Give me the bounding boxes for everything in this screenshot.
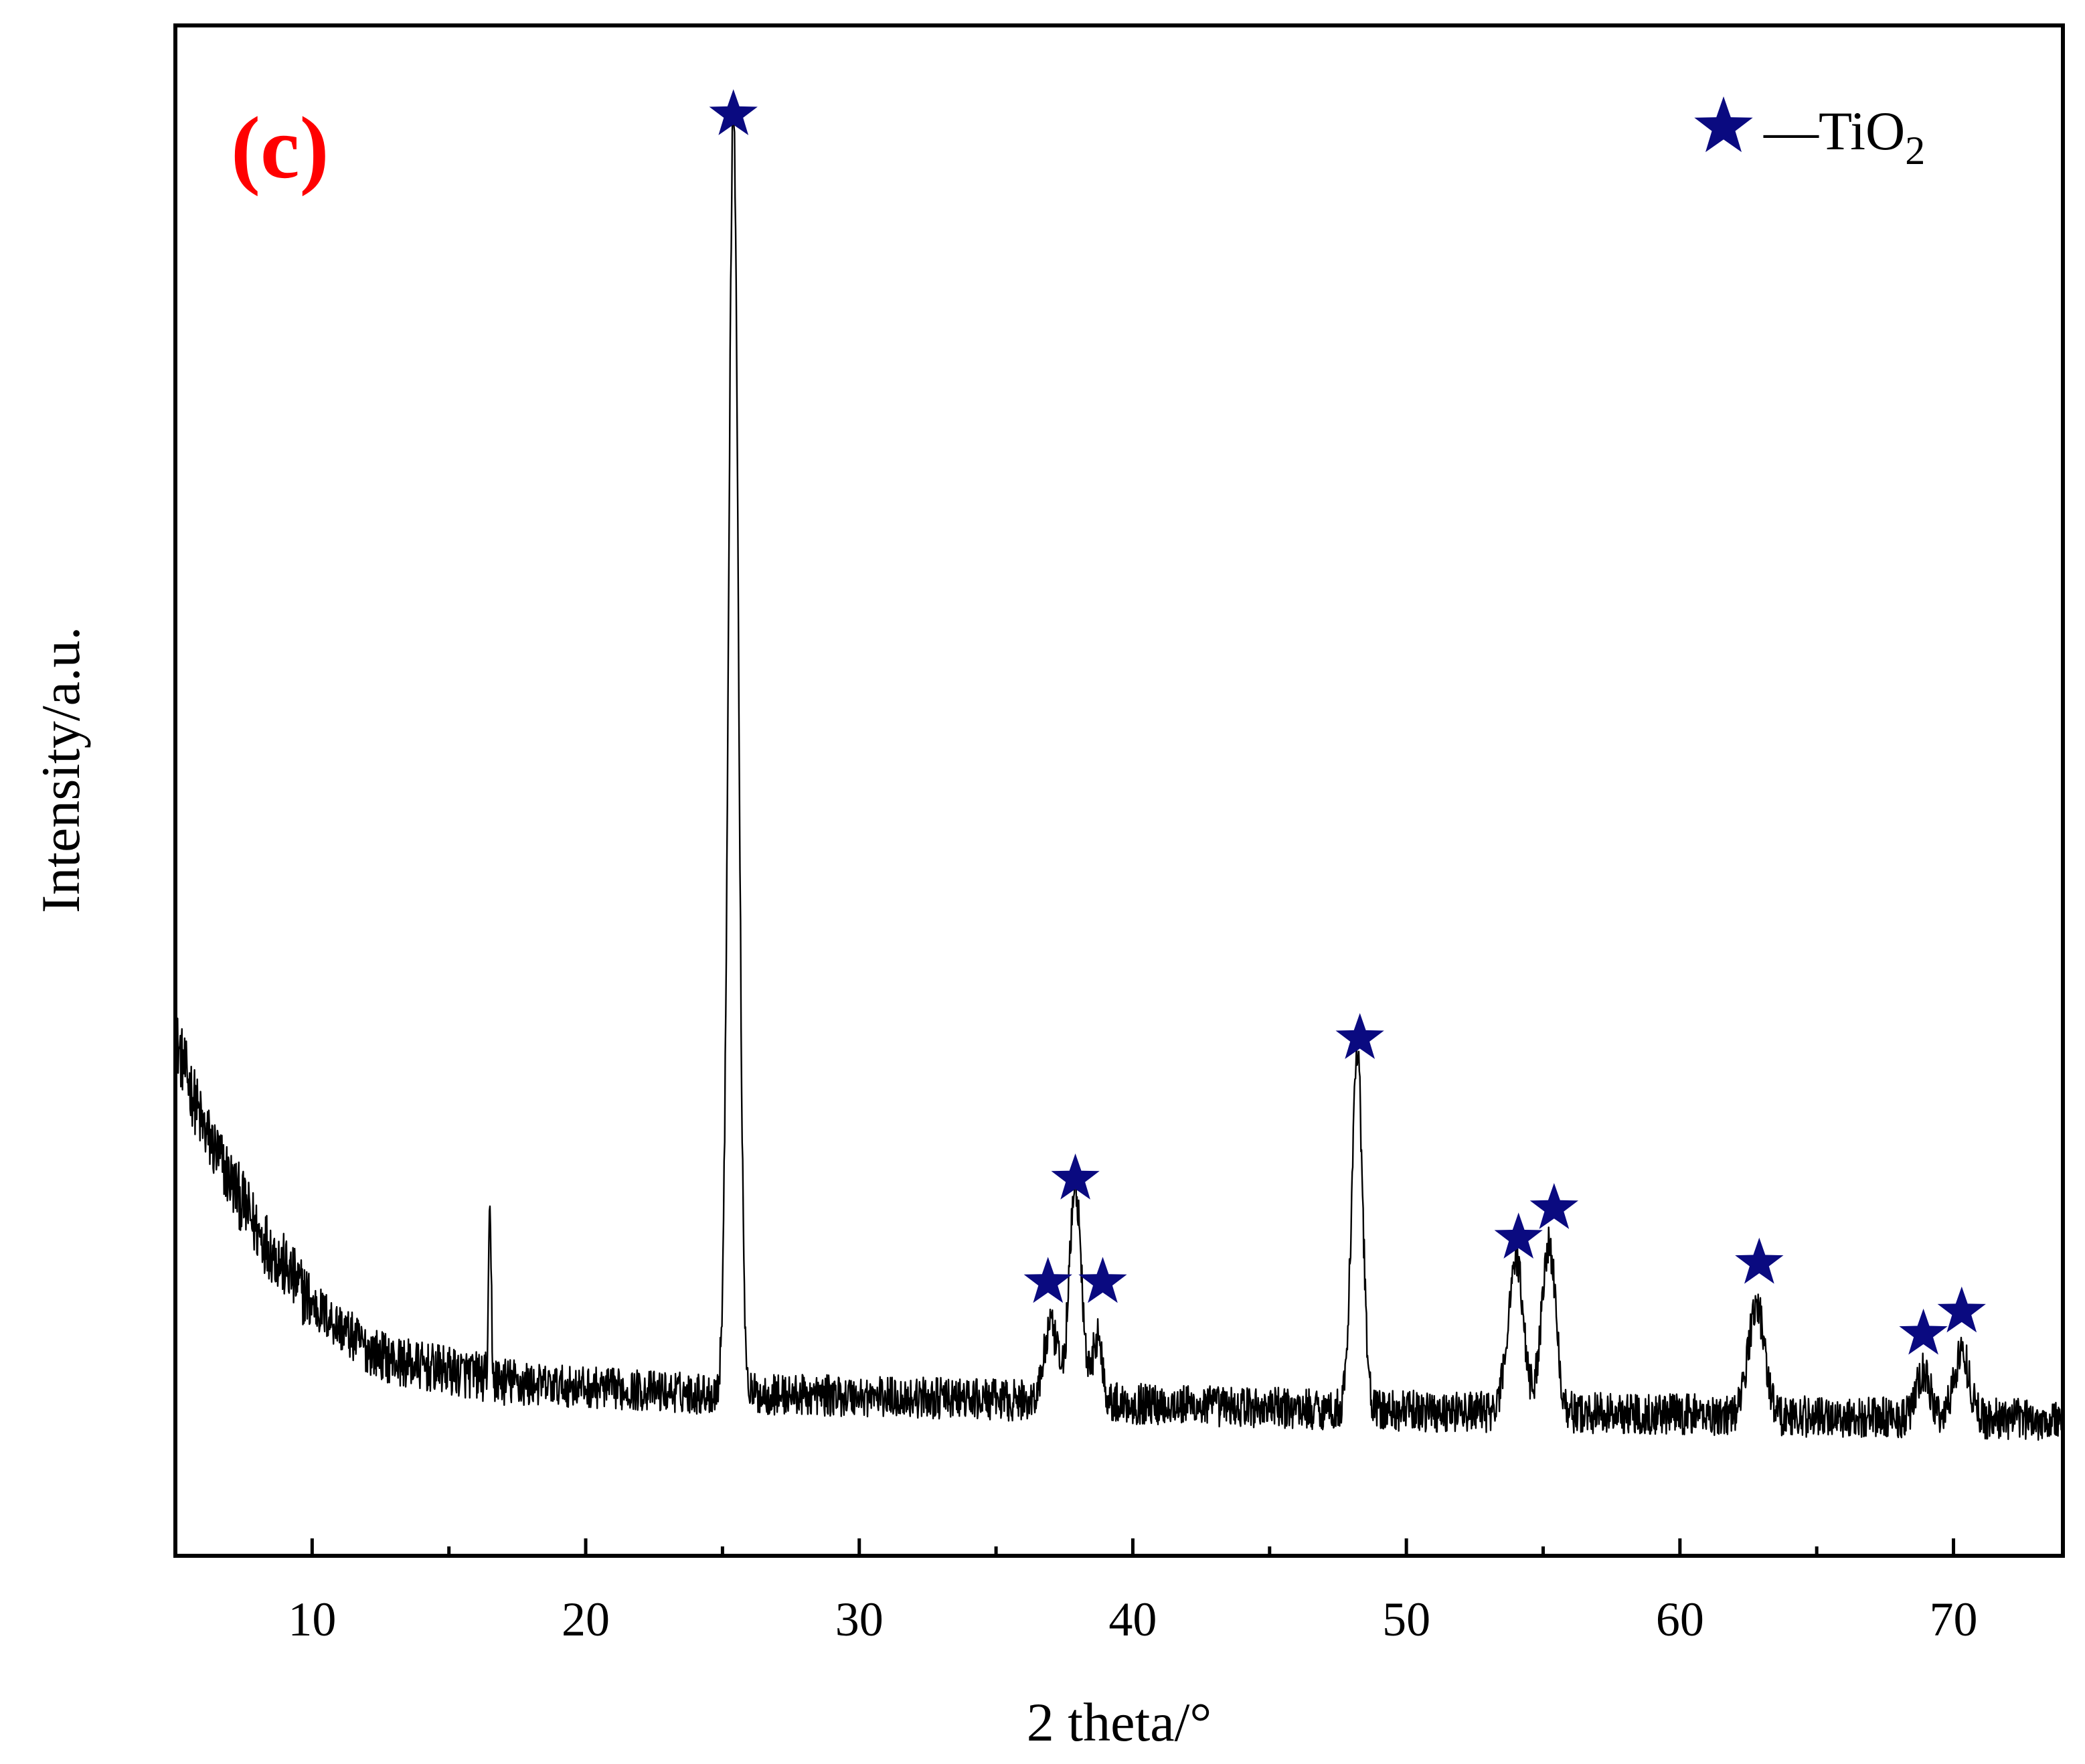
star-icon <box>1023 1257 1072 1303</box>
star-icon <box>1529 1183 1578 1229</box>
plot-frame <box>173 23 2065 1558</box>
x-tick-label: 50 <box>1382 1593 1430 1646</box>
x-tick-label: 60 <box>1656 1593 1704 1646</box>
legend-label-main: —TiO <box>1763 100 1905 161</box>
star-icon <box>1335 1013 1384 1059</box>
star-icon <box>1494 1212 1543 1259</box>
x-tick-label: 20 <box>562 1593 610 1646</box>
x-axis-tick-labels: 10 20 30 40 50 60 70 <box>288 1593 1977 1646</box>
legend: —TiO2 <box>1694 96 1925 173</box>
series-layer <box>174 107 2064 1441</box>
legend-label-subscript: 2 <box>1905 129 1925 173</box>
x-axis-ticks <box>310 1538 1956 1556</box>
x-tick-label: 30 <box>835 1593 884 1646</box>
star-icon <box>1937 1286 1986 1333</box>
x-axis-title: 2 theta/° <box>1027 1692 1212 1753</box>
y-axis-title: Intensity/a.u. <box>30 627 91 913</box>
star-icon <box>1051 1153 1100 1200</box>
star-icon <box>1735 1237 1784 1284</box>
x-tick-label: 40 <box>1108 1593 1157 1646</box>
star-icon <box>1078 1257 1127 1303</box>
x-tick-label: 10 <box>288 1593 336 1646</box>
peak-markers <box>709 89 1986 1355</box>
star-icon <box>1899 1308 1948 1355</box>
x-tick-label: 70 <box>1930 1593 1978 1646</box>
panel-label: (c) <box>231 98 329 197</box>
legend-star-icon <box>1694 96 1753 153</box>
star-icon <box>709 89 758 135</box>
series-line <box>174 107 2064 1441</box>
legend-label: —TiO2 <box>1763 100 1925 173</box>
